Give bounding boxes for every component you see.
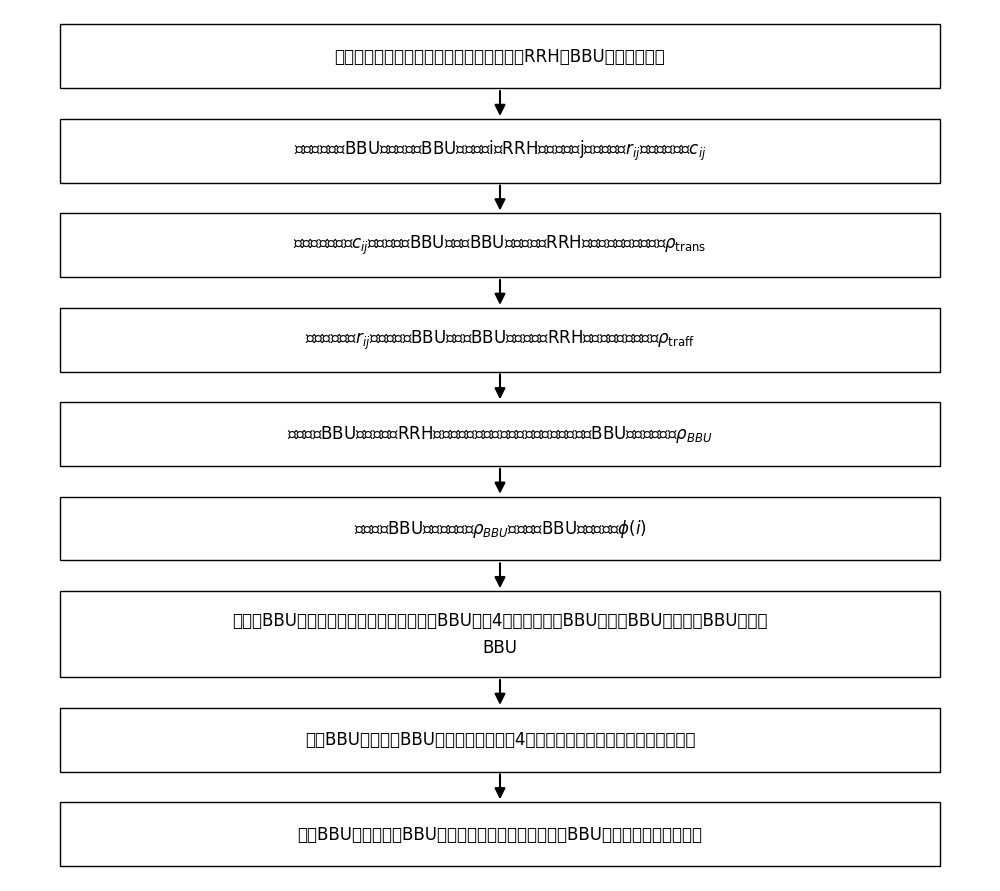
Bar (60, 119, 940, 184)
Text: 根据预编码矩阵$c_{ij}$，计算特定BBU和与该BBU相连的所有RRH之间的传输功率使用率$\rho_{\rm trans}$: 根据预编码矩阵$c_{ij}$，计算特定BBU和与该BBU相连的所有RRH之间的… (293, 234, 707, 257)
Bar (60, 497, 940, 560)
Text: 针对某个特定BBU，获取与该BBU相连的第i个RRH传输到用户j需要的速率$r_{ij}$和预编码矩阵$c_{ij}$: 针对某个特定BBU，获取与该BBU相连的第i个RRH传输到用户j需要的速率$r_… (294, 139, 706, 163)
Text: 根据传输速率$r_{ij}$，计算特定BBU和与该BBU相连的所有RRH之间的通信量使用率$\rho_{\rm traff}$: 根据传输速率$r_{ij}$，计算特定BBU和与该BBU相连的所有RRH之间的通… (305, 329, 695, 352)
Bar (60, 802, 940, 866)
Bar (60, 308, 940, 372)
Bar (60, 707, 940, 772)
Text: 针对某个下行的云无线接入网，建立用户，RRH和BBU池的系统模型: 针对某个下行的云无线接入网，建立用户，RRH和BBU池的系统模型 (335, 48, 665, 66)
Text: 根据特定BBU的资源使用率$\rho_{BBU}$，设置该BBU的核心变量$\phi(i)$: 根据特定BBU的资源使用率$\rho_{BBU}$，设置该BBU的核心变量$\p… (354, 518, 646, 540)
Text: 预定义BBU资源使用率的上限和下限，并将BBU定义4种类型：过载BBU，正常BBU，轻负载BBU和睡眠: 预定义BBU资源使用率的上限和下限，并将BBU定义4种类型：过载BBU，正常BB… (232, 612, 768, 630)
Text: 计算BBU池内每个BBU的资源使用率，按4种类型进行划分并统计各种类型的数量: 计算BBU池内每个BBU的资源使用率，按4种类型进行划分并统计各种类型的数量 (305, 731, 695, 748)
Bar (60, 592, 940, 677)
Bar (60, 25, 940, 89)
Bar (60, 403, 940, 466)
Text: 针对特定BBU，根据所有RRH的传输功率使用率和通信量使用率，计算该BBU的资源使用率$\rho_{BBU}$: 针对特定BBU，根据所有RRH的传输功率使用率和通信量使用率，计算该BBU的资源… (287, 424, 713, 445)
Text: 根据BBU池内的所有BBU的核心变量以及类型数量，将BBU之间进行切换实现节能: 根据BBU池内的所有BBU的核心变量以及类型数量，将BBU之间进行切换实现节能 (298, 825, 702, 843)
Bar (60, 214, 940, 278)
Text: BBU: BBU (482, 639, 518, 657)
